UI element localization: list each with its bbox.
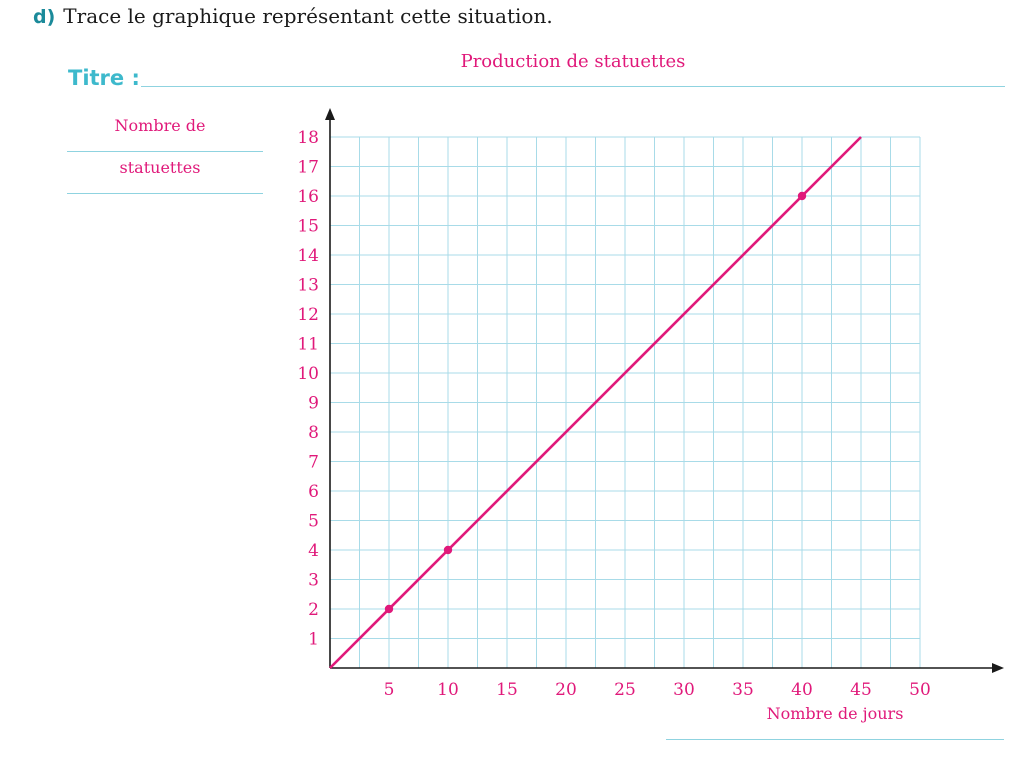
series-line — [329, 136, 862, 669]
x-tick-label: 10 — [437, 680, 459, 700]
x-axis-answer-line — [666, 739, 1004, 740]
question-number: d) — [33, 6, 56, 28]
y-tick-label: 13 — [297, 276, 319, 296]
y-tick-label: 11 — [297, 335, 319, 355]
y-axis-answer-line-2 — [67, 193, 263, 194]
y-tick-label: 8 — [308, 423, 319, 443]
y-tick-label: 5 — [308, 512, 319, 532]
question-text: Trace le graphique représentant cette si… — [63, 4, 553, 28]
y-axis-label-line2: statuettes — [119, 158, 201, 177]
y-tick-label: 3 — [308, 571, 319, 591]
y-axis-arrow-icon — [325, 108, 335, 120]
chart-title: Production de statuettes — [460, 51, 686, 72]
x-tick-label: 40 — [791, 680, 813, 700]
y-tick-label: 17 — [297, 158, 319, 178]
x-tick-label: 30 — [673, 680, 695, 700]
title-answer-line — [141, 86, 1005, 87]
y-tick-label: 7 — [308, 453, 319, 473]
y-tick-label: 9 — [308, 394, 319, 414]
x-axis-label: Nombre de jours — [766, 704, 904, 723]
question-prompt: d) Trace le graphique représentant cette … — [33, 4, 553, 28]
y-tick-label: 18 — [297, 128, 319, 148]
y-tick-label: 4 — [308, 541, 319, 561]
x-tick-label: 35 — [732, 680, 754, 700]
y-tick-label: 12 — [297, 305, 319, 325]
title-label: Titre : — [68, 66, 140, 90]
data-point — [443, 545, 453, 555]
x-tick-label: 50 — [909, 680, 931, 700]
x-tick-label: 45 — [850, 680, 872, 700]
y-tick-label: 15 — [297, 217, 319, 237]
x-tick-label: 25 — [614, 680, 636, 700]
x-axis-arrow-icon — [992, 663, 1004, 673]
y-axis-label-line1: Nombre de — [114, 116, 206, 135]
y-tick-label: 1 — [308, 630, 319, 650]
y-tick-label: 6 — [308, 482, 319, 502]
y-axis-answer-line-1 — [67, 151, 263, 152]
y-tick-label: 14 — [297, 246, 319, 266]
x-tick-label: 5 — [384, 680, 395, 700]
y-tick-label: 2 — [308, 600, 319, 620]
data-point — [384, 604, 394, 614]
y-tick-label: 10 — [297, 364, 319, 384]
data-point — [797, 191, 807, 201]
x-tick-label: 15 — [496, 680, 518, 700]
x-tick-label: 20 — [555, 680, 577, 700]
y-tick-label: 16 — [297, 187, 319, 207]
